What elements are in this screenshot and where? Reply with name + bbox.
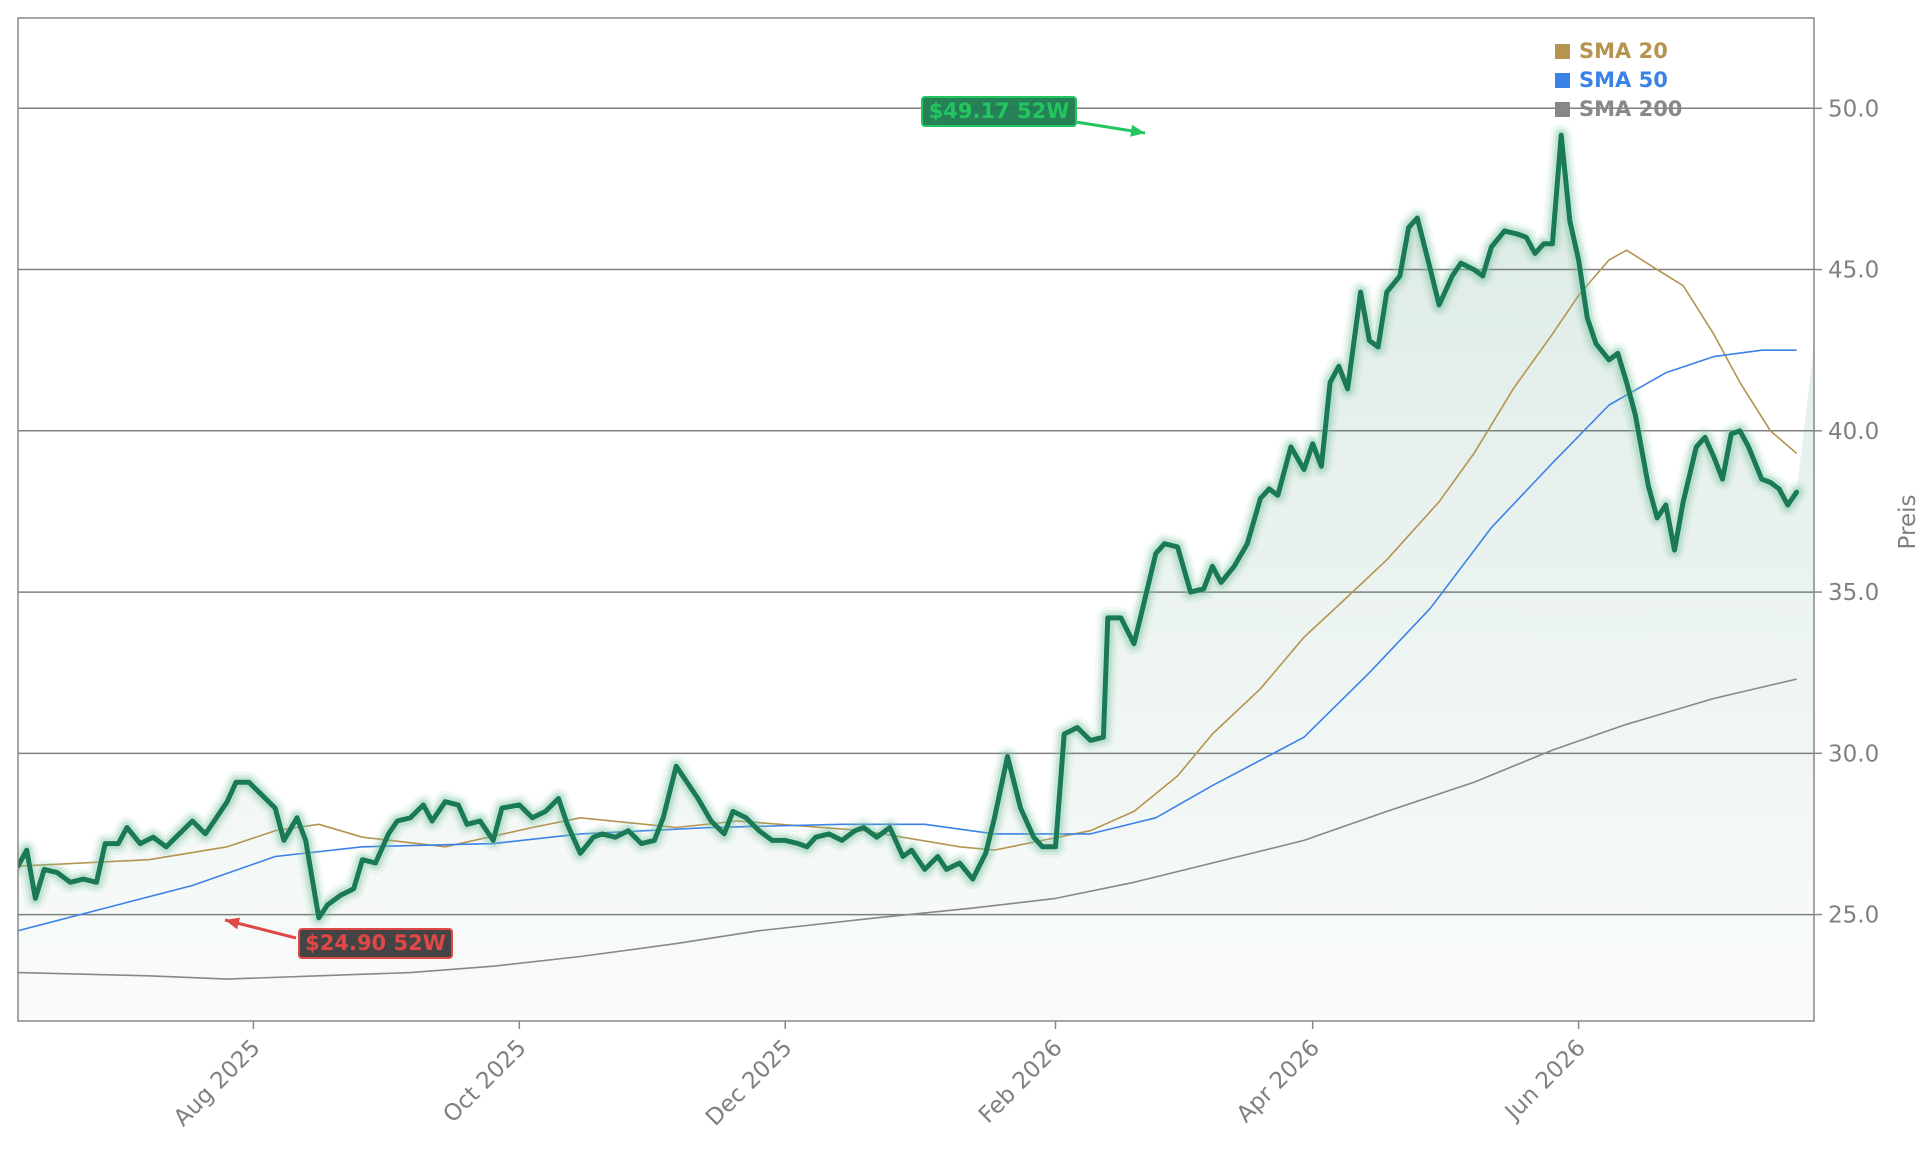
plot-frame (17, 17, 1815, 1022)
legend-swatch (1555, 44, 1570, 59)
y-axis-label: Preis (1895, 495, 1921, 550)
sma-200-line (18, 678, 1797, 980)
high-annotation-label: $49.17 52W (929, 99, 1070, 123)
annotations: $49.17 52W $24.90 52W (224, 96, 1146, 959)
y-tick-label: 40.0 (1828, 419, 1879, 445)
legend-label: SMA 50 (1579, 68, 1668, 92)
x-tick-label: Apr 2026 (1232, 1035, 1325, 1128)
legend-swatch (1555, 102, 1570, 117)
annotation-arrowhead (1130, 124, 1145, 137)
x-tick-label: Oct 2025 (438, 1035, 531, 1128)
x-tick-label: Jun 2026 (1499, 1035, 1591, 1127)
price-area-fill (18, 135, 1814, 1021)
y-tick-label: 50.0 (1828, 96, 1879, 122)
annotation-arrowhead (225, 917, 241, 930)
x-tick-label: Dec 2025 (701, 1035, 797, 1131)
x-tick-label: Aug 2025 (169, 1035, 266, 1132)
legend: SMA 20 SMA 50 SMA 200 (1555, 39, 1682, 121)
sma-50-line (18, 349, 1797, 932)
legend-label: SMA 200 (1579, 97, 1682, 121)
y-tick-label: 35.0 (1828, 580, 1879, 606)
annotation-box (298, 928, 453, 959)
legend-swatch (1555, 73, 1570, 88)
y-tick-label: 45.0 (1828, 258, 1879, 284)
low-annotation-label: $24.90 52W (305, 931, 446, 955)
x-tick-label: Feb 2026 (974, 1035, 1068, 1129)
y-tick-label: 25.0 (1828, 903, 1879, 929)
price-line (18, 132, 1800, 921)
plot-area (18, 124, 1814, 1021)
y-tick-label: 30.0 (1828, 741, 1879, 767)
annotation-box (921, 96, 1077, 127)
legend-label: SMA 20 (1579, 39, 1668, 63)
